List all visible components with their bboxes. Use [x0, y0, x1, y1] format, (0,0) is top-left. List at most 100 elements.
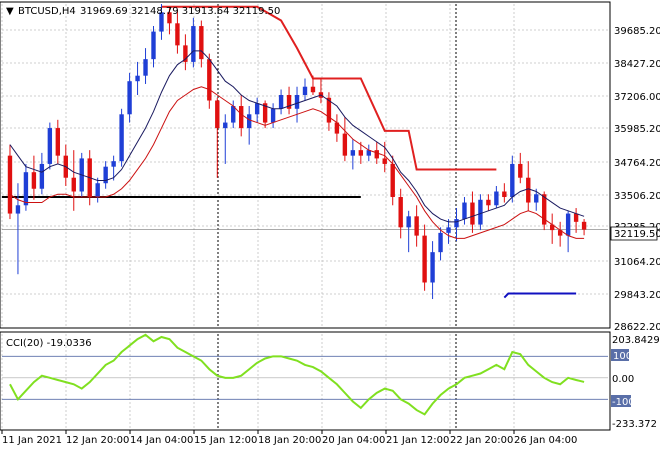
candle-body: [342, 133, 348, 156]
candle-body: [262, 103, 268, 123]
candle-body: [470, 202, 475, 225]
candle-body: [143, 59, 148, 76]
candle-body: [199, 26, 204, 60]
candle-body: [366, 150, 371, 156]
cci-tick-label: 100: [613, 351, 632, 362]
cci-level-tag: [611, 395, 631, 407]
candle-body: [414, 216, 419, 236]
price-tick-label: 39685.20: [614, 26, 660, 37]
candle-body: [103, 166, 108, 184]
candle-body: [430, 252, 435, 283]
price-tick-label: 38427.20: [614, 59, 660, 70]
time-tick-label: 20 Jan 04:00: [322, 435, 385, 446]
time-tick-label: 12 Jan 20:00: [66, 435, 129, 446]
candle-body: [286, 94, 292, 109]
candle-body: [518, 163, 523, 178]
symbol-label: BTCUSD,H4: [18, 6, 76, 17]
candle-body: [254, 103, 260, 115]
candle-body: [422, 235, 427, 283]
grid: [1, 4, 608, 428]
main-panel[interactable]: [0, 1, 611, 329]
candle-body: [502, 191, 507, 198]
candle-body: [486, 199, 491, 206]
moving-averages: [9, 50, 585, 239]
cci-line: [9, 333, 585, 416]
candle-body: [231, 106, 236, 123]
candle-body: [215, 100, 220, 129]
cci-indicator: [2, 333, 608, 416]
candle-body: [557, 230, 563, 236]
candle-body: [151, 31, 156, 60]
candle-body: [191, 26, 196, 62]
time-tick-label: 26 Jan 04:00: [514, 435, 577, 446]
ohlc-values: 31969.69 32148.79 31913.64 32119.50: [80, 6, 280, 17]
cci-tick-label: 0.00: [612, 374, 634, 385]
candle-body: [127, 81, 132, 115]
candle-body: [23, 172, 29, 206]
candle-body: [15, 205, 21, 214]
candle-body: [246, 114, 252, 129]
price-tick-label: 35985.20: [614, 124, 660, 135]
candle-body: [239, 106, 244, 129]
candle-body: [183, 45, 188, 62]
price-tick-label: 31064.20: [614, 257, 660, 268]
moving-average-slow: [9, 50, 585, 223]
candle-body: [39, 163, 45, 189]
blue-level-line: [503, 292, 577, 299]
time-tick-label: 21 Jan 12:00: [386, 435, 449, 446]
candle-body: [350, 150, 356, 156]
cci-label: CCI(20) -19.0336: [6, 338, 92, 349]
current-price-label: 32119.50: [614, 229, 660, 240]
candles: [7, 4, 587, 300]
candle-body: [159, 12, 164, 32]
candle-body: [542, 194, 547, 225]
candle-body: [111, 161, 116, 167]
candle-body: [382, 158, 387, 164]
time-tick-label: 18 Jan 20:00: [258, 435, 321, 446]
time-tick-label: 14 Jan 04:00: [130, 435, 193, 446]
candle-body: [47, 128, 53, 164]
candle-body: [31, 172, 37, 189]
candle-body: [534, 194, 539, 203]
candle-body: [55, 128, 61, 156]
candle-body: [270, 108, 276, 123]
candle-body: [573, 213, 579, 222]
candle-body: [390, 163, 395, 198]
candle-body: [223, 122, 228, 129]
axes: [1, 430, 515, 434]
candle-body: [119, 114, 124, 162]
candle-body: [278, 94, 284, 109]
cci-tick-label: 203.8429: [612, 335, 660, 346]
candle-body: [549, 224, 555, 231]
cci-tick-label: -233.372: [612, 419, 657, 430]
candle-body: [334, 122, 340, 134]
time-tick-label: 11 Jan 2021: [2, 435, 62, 446]
candle-body: [95, 183, 100, 198]
candle-body: [302, 86, 308, 95]
candle-body: [167, 12, 172, 24]
candle-body: [207, 59, 212, 101]
price-tick-label: 29843.20: [614, 290, 660, 301]
cci-panel[interactable]: [0, 331, 611, 431]
candle-body: [398, 197, 403, 228]
candle-body: [135, 75, 140, 82]
candle-body: [478, 199, 483, 225]
candle-body: [294, 94, 300, 109]
candle-body: [406, 216, 411, 228]
current-price-tag: [610, 226, 658, 241]
cci-tick-label: -100: [612, 397, 635, 408]
moving-average-fast: [9, 86, 585, 239]
candle-body: [358, 150, 364, 156]
candle-body: [454, 219, 459, 228]
candle-body: [510, 163, 515, 198]
candle-body: [438, 232, 443, 253]
price-tick-label: 34764.20: [614, 158, 660, 169]
price-tick-label: 37206.00: [614, 92, 660, 103]
time-tick-label: 22 Jan 20:00: [450, 435, 513, 446]
menu-arrow-icon[interactable]: ▼: [6, 6, 14, 17]
candle-body: [374, 150, 379, 159]
candle-body: [581, 221, 587, 230]
candle-body: [526, 177, 531, 203]
